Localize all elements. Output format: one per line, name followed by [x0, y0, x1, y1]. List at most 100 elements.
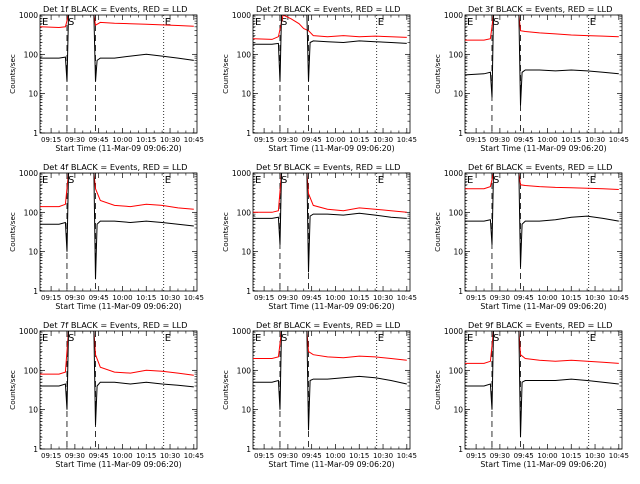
- time-marker-label: S: [68, 333, 74, 344]
- plot-frame: [464, 172, 623, 292]
- y-tick-label: 1: [246, 129, 251, 138]
- x-axis-label: Start Time (11-Mar-09 09:06:20): [480, 144, 606, 153]
- y-tick-label: 100: [449, 50, 464, 59]
- x-tick-label: 09:45: [302, 136, 322, 144]
- time-marker-label: E: [255, 175, 261, 186]
- y-tick-label: 1: [458, 445, 463, 454]
- y-tick-label: 1: [246, 445, 251, 454]
- events-series-line: [465, 173, 619, 268]
- x-tick-label: 10:15: [349, 136, 369, 144]
- y-tick-label: 1: [458, 287, 463, 296]
- events-series-line: [40, 173, 194, 280]
- time-marker-label: S: [281, 17, 287, 28]
- time-marker-label: E: [467, 333, 473, 344]
- plot-frame: [464, 330, 623, 450]
- detector-panel: Det 2f BLACK = Events, RED = LLD 1 10 100 10…: [221, 4, 417, 153]
- y-tick-label: 100: [237, 366, 252, 375]
- time-marker-label: S: [281, 175, 287, 186]
- x-tick-label: 10:15: [561, 294, 581, 302]
- detector-panel: Det 4f BLACK = Events, RED = LLD 1 10 100 10…: [8, 162, 204, 311]
- x-axis-label: Start Time (11-Mar-09 09:06:20): [268, 302, 394, 311]
- x-tick-label: 09:15: [254, 452, 274, 460]
- y-tick-label: 1000: [19, 327, 38, 336]
- series-group: [465, 15, 619, 106]
- x-axis-label: Start Time (11-Mar-09 09:06:20): [55, 460, 181, 469]
- lld-series-line: [253, 173, 407, 213]
- time-marker-label: S: [68, 175, 74, 186]
- x-tick-label: 10:15: [136, 136, 156, 144]
- x-tick-label: 09:45: [302, 452, 322, 460]
- x-tick-label: 09:30: [490, 136, 510, 144]
- detector-panel: Det 5f BLACK = Events, RED = LLD 1 10 100 10…: [221, 162, 417, 311]
- events-series-line: [40, 331, 194, 426]
- y-tick-label: 100: [449, 208, 464, 217]
- detector-panel: Det 7f BLACK = Events, RED = LLD 1 10 100 10…: [8, 320, 204, 469]
- time-marker-label: S: [68, 17, 74, 28]
- time-marker-label: E: [42, 333, 48, 344]
- y-tick-label: 100: [449, 366, 464, 375]
- series-group: [40, 15, 194, 82]
- time-marker-label: S: [493, 175, 499, 186]
- plot-frame: [39, 330, 198, 450]
- x-tick-label: 10:00: [112, 136, 132, 144]
- y-tick-label: 10: [241, 90, 251, 99]
- y-tick-label: 10: [28, 406, 38, 415]
- events-series-line: [253, 173, 407, 273]
- detector-panel: Det 6f BLACK = Events, RED = LLD 1 10 100 10…: [433, 162, 629, 311]
- time-marker-label: E: [378, 175, 384, 186]
- lld-series-line: [253, 15, 407, 40]
- lld-series-line: [465, 331, 619, 364]
- y-tick-label: 1000: [19, 169, 38, 178]
- x-tick-label: 10:15: [136, 452, 156, 460]
- y-axis-label: Counts/sec: [8, 212, 17, 252]
- y-tick-label: 10: [28, 248, 38, 257]
- lld-series-line: [465, 15, 619, 41]
- y-tick-label: 100: [237, 50, 252, 59]
- x-tick-label: 10:00: [325, 136, 345, 144]
- detector-panel: Det 9f BLACK = Events, RED = LLD 1 10 100 10…: [433, 320, 629, 469]
- y-tick-label: 10: [453, 90, 463, 99]
- x-tick-label: 10:45: [184, 452, 204, 460]
- y-tick-label: 1: [33, 287, 38, 296]
- x-tick-label: 09:15: [254, 294, 274, 302]
- x-tick-label: 09:30: [490, 294, 510, 302]
- x-tick-label: 09:30: [490, 452, 510, 460]
- events-series-line: [253, 15, 407, 82]
- y-tick-label: 1: [458, 129, 463, 138]
- x-tick-label: 10:30: [373, 136, 393, 144]
- time-marker-label: E: [378, 17, 384, 28]
- events-series-line: [40, 15, 194, 82]
- lld-series-line: [40, 173, 194, 210]
- y-tick-label: 100: [24, 50, 39, 59]
- x-tick-label: 10:45: [397, 136, 417, 144]
- panel-title: Det 3f BLACK = Events, RED = LLD: [468, 4, 612, 14]
- x-tick-label: 10:00: [112, 294, 132, 302]
- panel-title: Det 4f BLACK = Events, RED = LLD: [43, 162, 187, 172]
- y-tick-label: 10: [453, 248, 463, 257]
- series-group: [253, 331, 407, 431]
- y-axis-label: Counts/sec: [8, 54, 17, 94]
- x-tick-label: 10:00: [325, 452, 345, 460]
- y-axis-label: Counts/sec: [8, 370, 17, 410]
- x-tick-label: 09:15: [466, 136, 486, 144]
- x-tick-label: 10:45: [609, 136, 629, 144]
- y-tick-label: 1000: [232, 327, 251, 336]
- plot-frame: [252, 14, 411, 134]
- x-tick-label: 10:30: [160, 452, 180, 460]
- x-tick-label: 09:15: [41, 294, 61, 302]
- x-tick-label: 09:45: [514, 294, 534, 302]
- time-marker-label: E: [590, 17, 596, 28]
- x-tick-label: 10:15: [349, 294, 369, 302]
- x-tick-label: 09:30: [278, 136, 298, 144]
- x-tick-label: 10:30: [585, 452, 605, 460]
- lld-series-line: [465, 173, 619, 190]
- lld-series-line: [40, 15, 194, 29]
- x-axis-label: Start Time (11-Mar-09 09:06:20): [55, 302, 181, 311]
- series-group: [40, 331, 194, 426]
- x-tick-label: 09:15: [466, 294, 486, 302]
- panel-title: Det 7f BLACK = Events, RED = LLD: [43, 320, 187, 330]
- x-axis-label: Start Time (11-Mar-09 09:06:20): [480, 460, 606, 469]
- detector-panel: Det 3f BLACK = Events, RED = LLD 1 10 100 10…: [433, 4, 629, 153]
- x-tick-label: 09:30: [278, 452, 298, 460]
- time-marker-label: E: [165, 17, 171, 28]
